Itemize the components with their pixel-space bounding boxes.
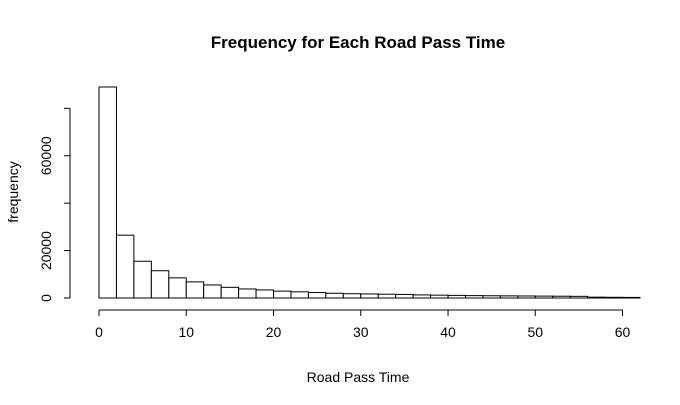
histogram-bar-26 <box>552 295 571 299</box>
histogram-bar-6 <box>203 284 222 299</box>
histogram-bar-12 <box>307 292 327 299</box>
bars-group <box>98 86 641 299</box>
x-axis: 0 10 20 30 40 50 60 <box>95 309 631 340</box>
histogram-bar-1 <box>115 234 135 299</box>
x-tick-label-1: 10 <box>178 324 194 340</box>
y-axis: 0 20000 60000 <box>38 107 71 302</box>
histogram-bar-7 <box>220 286 240 299</box>
histogram-bar-15 <box>360 293 379 299</box>
y-tick-label-0: 0 <box>38 294 54 302</box>
histogram-bar-23 <box>499 295 519 299</box>
histogram-bar-13 <box>325 292 344 299</box>
x-tick-label-0: 0 <box>95 324 103 340</box>
histogram-bar-21 <box>464 295 484 299</box>
histogram-bar-10 <box>273 290 292 299</box>
x-tick-label-2: 20 <box>266 324 282 340</box>
x-axis-label: Road Pass Time <box>307 369 410 385</box>
histogram-bar-25 <box>534 295 554 299</box>
histogram-bar-30 <box>622 296 641 299</box>
histogram-bar-18 <box>412 294 432 299</box>
histogram-bar-20 <box>447 294 466 299</box>
histogram-bar-17 <box>395 293 414 299</box>
y-tick-label-1: 20000 <box>38 231 54 270</box>
x-tick-label-4: 40 <box>440 324 456 340</box>
y-axis-label: frequency <box>5 161 21 222</box>
histogram-bar-2 <box>133 260 152 299</box>
histogram-bar-0 <box>98 86 117 299</box>
histogram-bar-5 <box>185 281 205 299</box>
histogram-bar-4 <box>168 277 187 299</box>
histogram-bar-28 <box>587 296 606 299</box>
x-tick-label-6: 60 <box>615 324 631 340</box>
histogram-bar-19 <box>430 294 449 299</box>
histogram-bar-14 <box>342 293 362 299</box>
histogram-bar-16 <box>377 293 397 299</box>
histogram-bar-11 <box>290 291 309 299</box>
histogram-bar-27 <box>569 295 589 299</box>
histogram-bar-8 <box>238 288 257 299</box>
x-tick-label-3: 30 <box>353 324 369 340</box>
histogram-bar-9 <box>255 289 275 299</box>
histogram-bar-3 <box>150 270 170 299</box>
x-tick-label-5: 50 <box>528 324 544 340</box>
histogram-bar-22 <box>482 295 501 299</box>
y-tick-label-2: 60000 <box>38 136 54 175</box>
histogram-bar-29 <box>604 296 624 299</box>
chart-title: Frequency for Each Road Pass Time <box>211 33 505 52</box>
histogram-bar-24 <box>517 295 536 299</box>
